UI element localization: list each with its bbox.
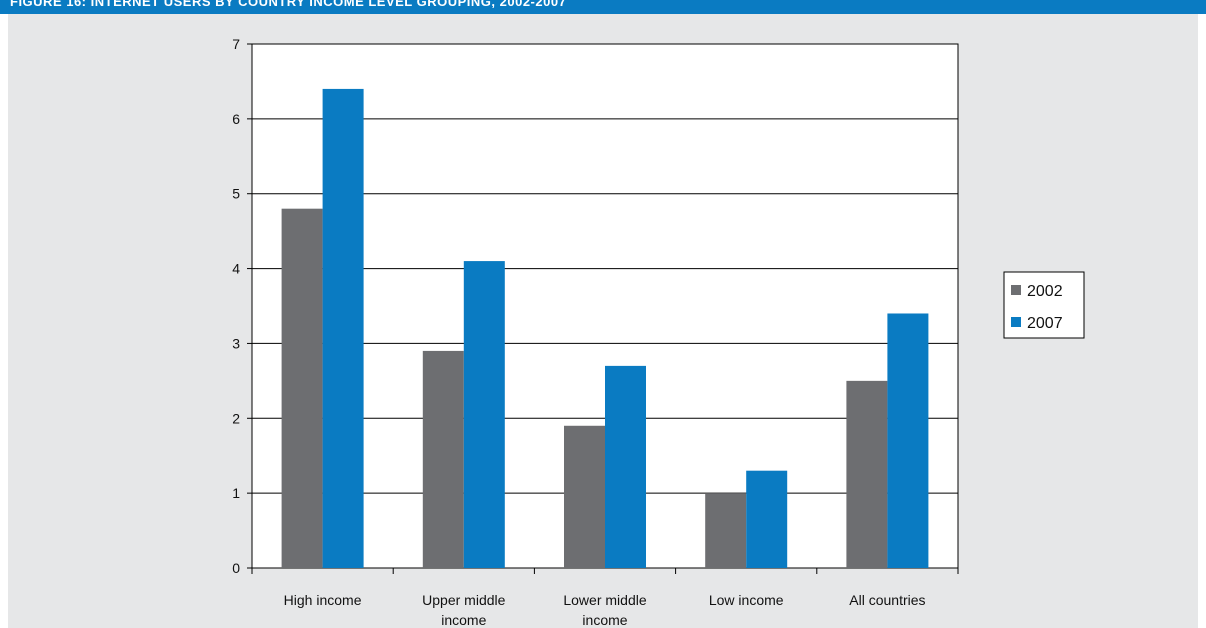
bar-2007 — [322, 88, 364, 569]
y-tick-label: 4 — [232, 261, 240, 277]
y-tick-label: 2 — [232, 410, 240, 426]
category-label: Upper middle income — [422, 592, 505, 628]
y-tick-label: 7 — [232, 36, 240, 52]
legend-swatch — [1011, 317, 1021, 327]
bar-2007 — [463, 261, 505, 568]
y-tick-label: 3 — [232, 335, 240, 351]
bar-2002 — [564, 425, 605, 568]
bar-2002 — [422, 350, 464, 568]
bar-2007 — [887, 313, 929, 568]
bar-2007 — [746, 470, 788, 568]
legend-label: 2007 — [1027, 315, 1063, 332]
bar-2002 — [846, 380, 888, 568]
category-label: Lower middle income — [563, 592, 646, 628]
bar-2007 — [605, 365, 646, 568]
category-label: All countries — [849, 592, 925, 608]
figure-title: FIGURE 16: INTERNET USERS BY COUNTRY INC… — [10, 0, 567, 9]
legend-swatch — [1011, 285, 1021, 295]
y-tick-label: 6 — [232, 111, 240, 127]
bar-2002 — [705, 493, 747, 568]
y-tick-label: 5 — [232, 186, 240, 202]
category-label: High income — [284, 592, 362, 608]
y-tick-label: 0 — [232, 560, 240, 576]
bar-2002 — [281, 208, 323, 568]
y-tick-label: 1 — [232, 485, 240, 501]
figure-header: FIGURE 16: INTERNET USERS BY COUNTRY INC… — [0, 0, 1206, 14]
category-label: Low income — [709, 592, 784, 608]
legend-label: 2002 — [1027, 283, 1063, 300]
